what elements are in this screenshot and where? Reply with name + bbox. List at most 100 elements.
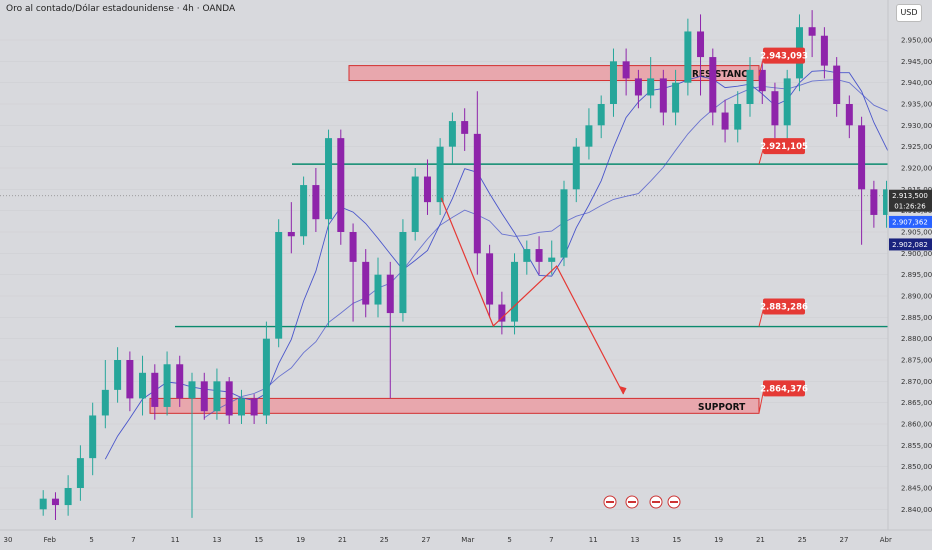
candle-body xyxy=(486,253,494,305)
y-tick-label: 2.925,000 xyxy=(901,143,932,151)
candle-body xyxy=(436,146,444,203)
candle-body xyxy=(833,65,841,104)
callout-value: 2.943,093 xyxy=(760,52,808,62)
candle-body xyxy=(448,121,456,147)
candle-body xyxy=(560,189,568,258)
candle-body xyxy=(250,398,258,416)
candle-body xyxy=(820,35,828,66)
candle-body xyxy=(783,78,791,126)
y-tick-label: 2.900,000 xyxy=(901,250,932,258)
candle-body xyxy=(225,381,233,416)
candle-body xyxy=(597,104,605,126)
callout-value: 2.864,376 xyxy=(760,384,808,394)
y-tick-label: 2.890,000 xyxy=(901,293,932,301)
candle-body xyxy=(808,27,816,36)
x-tick-label: 21 xyxy=(756,536,765,544)
candle-body xyxy=(758,69,766,92)
y-tick-label: 2.865,000 xyxy=(901,399,932,407)
y-tick-label: 2.950,000 xyxy=(901,37,932,45)
candle-body xyxy=(734,104,742,130)
y-tick-label: 2.850,000 xyxy=(901,463,932,471)
x-tick-label: 30 xyxy=(4,536,13,544)
y-tick-label: 2.930,000 xyxy=(901,122,932,130)
candle-body xyxy=(275,232,283,339)
y-tick-label: 2.885,000 xyxy=(901,314,932,322)
symbol-title: Oro al contado/Dólar estadounidense · 4h… xyxy=(6,4,236,14)
x-tick-label: 7 xyxy=(131,536,135,544)
callout-box xyxy=(763,47,805,64)
y-tick-label: 2.845,000 xyxy=(901,485,932,493)
price-axis-value: 2.902,082 xyxy=(892,241,928,249)
candle-body xyxy=(647,78,655,96)
grid xyxy=(0,39,888,510)
candle-body xyxy=(535,249,543,262)
x-tick-label: 27 xyxy=(422,536,431,544)
zones: RESISTANCE SUPPORT xyxy=(149,65,760,414)
candle-body xyxy=(697,31,705,58)
x-tick-label: 27 xyxy=(840,536,849,544)
x-tick-label: 21 xyxy=(338,536,347,544)
candle-body xyxy=(672,82,680,113)
y-tick-label: 2.905,000 xyxy=(901,229,932,237)
x-tick-label: 19 xyxy=(296,536,305,544)
x-tick-label: 7 xyxy=(549,536,553,544)
projection-path xyxy=(440,197,627,395)
candle-body xyxy=(473,133,481,254)
y-tick-label: 2.945,000 xyxy=(901,58,932,66)
candle-body xyxy=(362,261,370,305)
x-tick-label: 11 xyxy=(171,536,180,544)
callout-box xyxy=(763,380,805,397)
price-axis-badge xyxy=(889,189,932,212)
candle-body xyxy=(721,112,729,130)
currency-button[interactable]: USD xyxy=(896,4,922,22)
y-tick-label: 2.880,000 xyxy=(901,335,932,343)
candle-body xyxy=(498,304,506,322)
candle-body xyxy=(548,257,556,262)
candle-body xyxy=(237,398,245,416)
candle-body xyxy=(200,381,208,412)
callout-box xyxy=(763,298,805,315)
candles xyxy=(39,10,928,520)
callout-value: 2.883,286 xyxy=(760,303,808,313)
candle-body xyxy=(114,360,122,390)
callout-box xyxy=(763,138,805,155)
event-icons xyxy=(603,495,681,509)
x-tick-label: Abr xyxy=(880,536,892,544)
candle-body xyxy=(870,189,878,215)
candle-body xyxy=(634,78,642,96)
moving-average-line xyxy=(104,70,932,460)
candle-body xyxy=(312,185,320,220)
x-tick-label: 19 xyxy=(714,536,723,544)
candle-body xyxy=(883,189,891,215)
candle-body xyxy=(411,176,419,232)
price-axis-badge xyxy=(889,215,932,228)
y-tick-label: 2.855,000 xyxy=(901,442,932,450)
moving-average-line xyxy=(204,79,932,419)
x-tick-label: 15 xyxy=(254,536,263,544)
candle-body xyxy=(585,125,593,147)
y-tick-label: 2.935,000 xyxy=(901,101,932,109)
x-tick-label: 13 xyxy=(213,536,222,544)
candle-body xyxy=(287,232,295,237)
candle-body xyxy=(51,498,59,506)
projection-arrowhead xyxy=(619,386,627,395)
candle-body xyxy=(684,31,692,83)
y-tick-label: 2.895,000 xyxy=(901,271,932,279)
candle-body xyxy=(126,360,134,399)
candle-body xyxy=(746,69,754,104)
resistance-label: RESISTANCE xyxy=(692,69,754,80)
candle-body xyxy=(176,364,184,399)
x-tick-label: Feb xyxy=(44,536,57,544)
candle-body xyxy=(858,125,866,190)
candle-body xyxy=(337,138,345,232)
candle-body xyxy=(300,185,308,237)
candle-body xyxy=(659,78,667,113)
x-tick-label: 5 xyxy=(507,536,511,544)
countdown-label: 01:26:26 xyxy=(894,203,926,211)
x-tick-label: 11 xyxy=(589,536,598,544)
candle-body xyxy=(374,274,382,305)
candle-body xyxy=(845,104,853,126)
candle-body xyxy=(771,91,779,126)
